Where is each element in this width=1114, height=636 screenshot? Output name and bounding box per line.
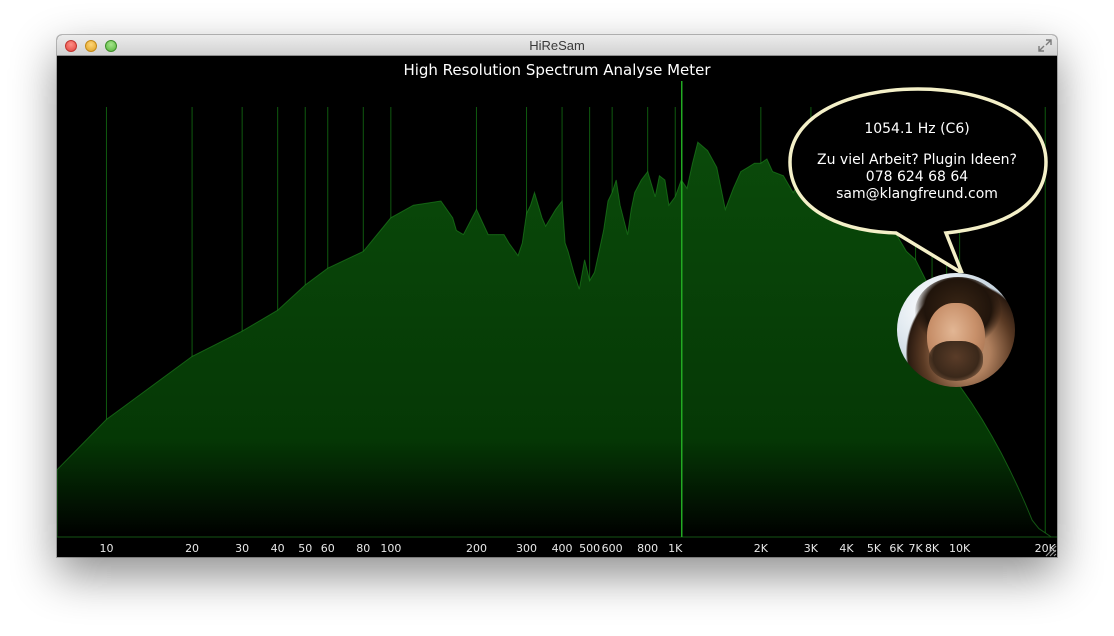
speech-bubble-shape bbox=[788, 87, 1048, 273]
spectrum-plot-area[interactable]: 10 20 30 40 50 60 80 100 200 300 400 500 600 800 1K 2K 3… bbox=[57, 57, 1057, 557]
zoom-icon[interactable] bbox=[105, 40, 117, 52]
tick-label: 5K bbox=[867, 542, 882, 555]
avatar bbox=[897, 273, 1015, 387]
tick-label: 30 bbox=[235, 542, 249, 555]
close-icon[interactable] bbox=[65, 40, 77, 52]
tick-label: 10 bbox=[99, 542, 113, 555]
tick-label: 80 bbox=[356, 542, 370, 555]
fullscreen-icon[interactable] bbox=[1037, 38, 1053, 53]
tick-label: 10K bbox=[949, 542, 971, 555]
tick-label: 20 bbox=[185, 542, 199, 555]
tick-label: 8K bbox=[925, 542, 940, 555]
spectrum-chart: 10 20 30 40 50 60 80 100 200 300 400 500 600 800 1K 2K 3… bbox=[57, 81, 1057, 555]
speech-bubble bbox=[788, 87, 1048, 273]
tick-label: 40 bbox=[271, 542, 285, 555]
tick-label: 500 bbox=[579, 542, 600, 555]
bubble-line-ideas: Zu viel Arbeit? Plugin Ideen? bbox=[817, 152, 1017, 168]
title-bar[interactable]: HiReSam bbox=[57, 35, 1057, 56]
bubble-line-email: sam@klangfreund.com bbox=[836, 186, 998, 202]
tick-label: 6K bbox=[889, 542, 904, 555]
tick-label: 60 bbox=[321, 542, 335, 555]
tick-label: 800 bbox=[637, 542, 658, 555]
tick-label: 7K bbox=[908, 542, 923, 555]
tick-label: 20K bbox=[1035, 542, 1057, 555]
bubble-line-phone: 078 624 68 64 bbox=[865, 169, 969, 185]
tick-label: 400 bbox=[552, 542, 573, 555]
tick-label: 100 bbox=[380, 542, 401, 555]
resize-grip-icon[interactable] bbox=[1043, 543, 1057, 557]
tick-label: 3K bbox=[804, 542, 819, 555]
window-title: HiReSam bbox=[529, 38, 585, 53]
avatar-beard bbox=[929, 341, 983, 381]
tick-label: 600 bbox=[602, 542, 623, 555]
tick-label: 1K bbox=[668, 542, 683, 555]
meter-title: High Resolution Spectrum Analyse Meter bbox=[403, 61, 711, 79]
tick-label: 50 bbox=[298, 542, 312, 555]
minimize-icon[interactable] bbox=[85, 40, 97, 52]
tick-label: 2K bbox=[754, 542, 769, 555]
tick-label: 300 bbox=[516, 542, 537, 555]
app-window: HiReSam 10 20 30 40 50 60 80 100 200 300 400 500 600… bbox=[57, 35, 1057, 557]
tick-label: 200 bbox=[466, 542, 487, 555]
frequency-readout: 1054.1 Hz (C6) bbox=[864, 121, 970, 137]
tick-label: 4K bbox=[839, 542, 854, 555]
